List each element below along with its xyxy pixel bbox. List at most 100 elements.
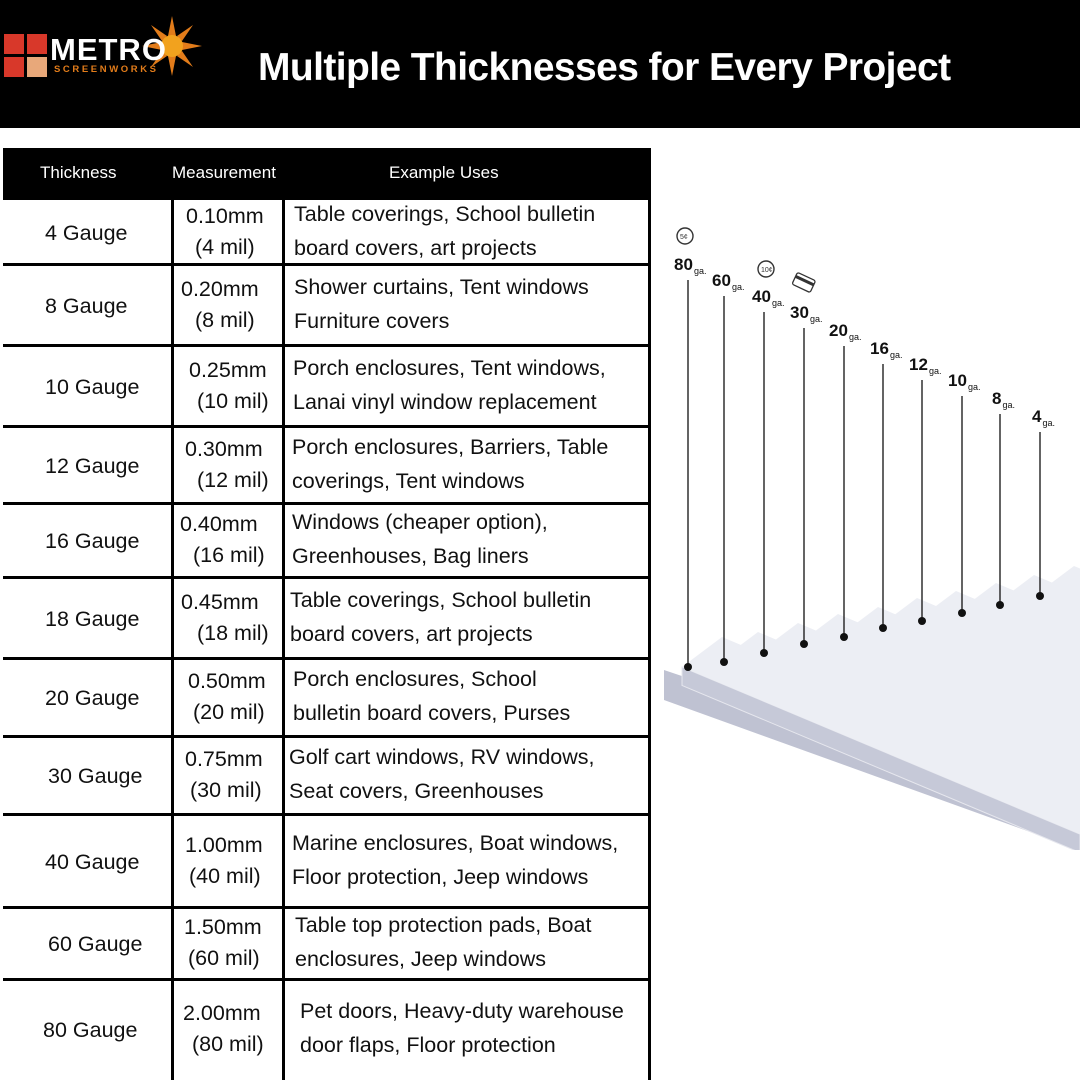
uses-cell-line-1: Porch enclosures, Tent windows, bbox=[293, 355, 606, 380]
uses-cell-line-1: Golf cart windows, RV windows, bbox=[289, 745, 595, 769]
row-divider bbox=[3, 425, 651, 428]
column-divider bbox=[282, 737, 285, 815]
table-row: 80 Gauge 2.00mm (80 mil) Pet doors, Heavy-d… bbox=[3, 980, 651, 1080]
mm-cell: 0.40mm bbox=[180, 512, 258, 536]
column-divider bbox=[282, 980, 285, 1080]
gauge-unit-label: ga. bbox=[772, 298, 785, 308]
pointer-dot bbox=[684, 663, 692, 671]
row-divider bbox=[3, 657, 651, 660]
uses-cell-line-2: enclosures, Jeep windows bbox=[295, 947, 546, 971]
uses-cell-line-2: board covers, art projects bbox=[290, 621, 533, 646]
mil-cell: (8 mil) bbox=[195, 307, 255, 332]
column-divider bbox=[171, 200, 174, 265]
uses-cell-line-1: Table top protection pads, Boat bbox=[295, 913, 592, 937]
coin-icon bbox=[757, 260, 775, 278]
uses-cell-line-1: Shower curtains, Tent windows bbox=[294, 274, 589, 299]
uses-cell-line-1: Porch enclosures, School bbox=[293, 667, 537, 691]
gauge-cell: 30 Gauge bbox=[48, 764, 143, 788]
thickness-table: Thickness Measurement Example Uses 4 Gau… bbox=[3, 148, 651, 1080]
uses-cell-line-2: board covers, art projects bbox=[294, 235, 537, 260]
gauge-cell: 20 Gauge bbox=[45, 686, 140, 710]
mm-cell: 1.50mm bbox=[184, 915, 262, 939]
mil-cell: (60 mil) bbox=[188, 946, 260, 970]
table-row: 8 Gauge 0.20mm (8 mil) Shower curtains, Ten… bbox=[3, 265, 651, 347]
row-divider bbox=[3, 263, 651, 266]
logo-wordmark: METRO bbox=[50, 32, 167, 67]
column-divider bbox=[282, 265, 285, 346]
mm-cell: 0.20mm bbox=[181, 276, 259, 301]
pointer-dot bbox=[1036, 592, 1044, 600]
gauge-unit-label: ga. bbox=[694, 266, 707, 276]
mm-cell: 0.50mm bbox=[188, 669, 266, 693]
column-divider bbox=[282, 659, 285, 737]
gauge-unit-label: ga. bbox=[732, 282, 745, 292]
mm-cell: 0.30mm bbox=[185, 436, 263, 461]
column-divider bbox=[648, 980, 651, 1080]
mm-cell: 2.00mm bbox=[183, 1001, 261, 1025]
row-divider bbox=[3, 813, 651, 816]
header-bar: METRO SCREENWORKS Multiple Thicknesses f… bbox=[0, 0, 1080, 128]
table-header: Thickness Measurement Example Uses bbox=[3, 148, 651, 200]
column-divider bbox=[171, 427, 174, 504]
gauge-unit-label: ga. bbox=[1003, 400, 1016, 410]
mil-cell: (4 mil) bbox=[195, 234, 255, 259]
gauge-cell: 4 Gauge bbox=[45, 220, 128, 245]
column-divider bbox=[648, 427, 651, 504]
column-divider bbox=[648, 265, 651, 346]
column-divider bbox=[282, 504, 285, 578]
pointer-dot bbox=[800, 640, 808, 648]
page-title: Multiple Thicknesses for Every Project bbox=[258, 46, 951, 89]
uses-cell-line-2: Furniture covers bbox=[294, 308, 450, 333]
pointer-dot bbox=[760, 649, 768, 657]
logo-window-icon bbox=[4, 34, 48, 78]
uses-cell-line-2: Seat covers, Greenhouses bbox=[289, 779, 544, 803]
table-row: 18 Gauge 0.45mm (18 mil) Table coverings, S… bbox=[3, 578, 651, 660]
sheet-layer bbox=[681, 666, 1080, 850]
column-divider bbox=[648, 737, 651, 815]
pointer-dot bbox=[958, 609, 966, 617]
uses-cell-line-2: Lanai vinyl window replacement bbox=[293, 389, 597, 414]
column-divider bbox=[171, 265, 174, 346]
pointer-dot bbox=[918, 617, 926, 625]
gauge-label: 80 bbox=[674, 255, 693, 274]
gauge-cell: 60 Gauge bbox=[48, 932, 143, 956]
uses-cell-line-1: Table coverings, School bulletin bbox=[290, 587, 592, 612]
table-row: 4 Gauge 0.10mm (4 mil) Table coverings, Sch… bbox=[3, 200, 651, 266]
gauge-label: 4 bbox=[1032, 407, 1042, 426]
mm-cell: 0.25mm bbox=[189, 357, 267, 382]
mil-cell: (16 mil) bbox=[193, 543, 265, 567]
gauge-cell: 10 Gauge bbox=[45, 374, 140, 399]
uses-cell-line-1: Table coverings, School bulletin bbox=[294, 201, 596, 226]
gauge-label: 40 bbox=[752, 287, 771, 306]
column-divider bbox=[282, 908, 285, 980]
row-divider bbox=[3, 576, 651, 579]
table-row: 12 Gauge 0.30mm (12 mil) Porch enclosures, … bbox=[3, 427, 651, 505]
pointer-dot bbox=[996, 601, 1004, 609]
mil-cell: (40 mil) bbox=[189, 863, 261, 888]
pointer-dot bbox=[840, 633, 848, 641]
table-row: 30 Gauge 0.75mm (30 mil) Golf cart windows,… bbox=[3, 737, 651, 816]
gauge-unit-label: ga. bbox=[1043, 418, 1056, 428]
gauge-cell: 80 Gauge bbox=[43, 1018, 138, 1042]
column-divider bbox=[282, 346, 285, 427]
column-divider bbox=[282, 815, 285, 908]
sun-icon bbox=[142, 16, 202, 76]
uses-cell-line-2: bulletin board covers, Purses bbox=[293, 701, 571, 725]
column-divider bbox=[648, 815, 651, 908]
uses-cell-line-1: Porch enclosures, Barriers, Table bbox=[292, 434, 609, 459]
uses-cell-line-2: door flaps, Floor protection bbox=[300, 1033, 556, 1057]
credit-card-icon bbox=[791, 272, 816, 293]
row-divider bbox=[3, 735, 651, 738]
mil-cell: (80 mil) bbox=[192, 1032, 264, 1056]
gauge-pointers: 80 ga. 60 ga. 40 ga. 30 ga.20 ga.16 ga. 12 ga. 10 ga.… bbox=[674, 227, 1056, 671]
mm-cell: 0.75mm bbox=[185, 747, 263, 771]
pointer-dot bbox=[879, 624, 887, 632]
row-divider bbox=[3, 978, 651, 981]
column-divider bbox=[171, 346, 174, 427]
mm-cell: 0.45mm bbox=[181, 589, 259, 614]
gauge-label: 10 bbox=[948, 371, 967, 390]
mil-cell: (20 mil) bbox=[193, 700, 265, 724]
metro-screenworks-logo: METRO SCREENWORKS bbox=[0, 14, 202, 84]
coin-label: 5¢ bbox=[680, 234, 688, 241]
column-divider bbox=[171, 980, 174, 1080]
